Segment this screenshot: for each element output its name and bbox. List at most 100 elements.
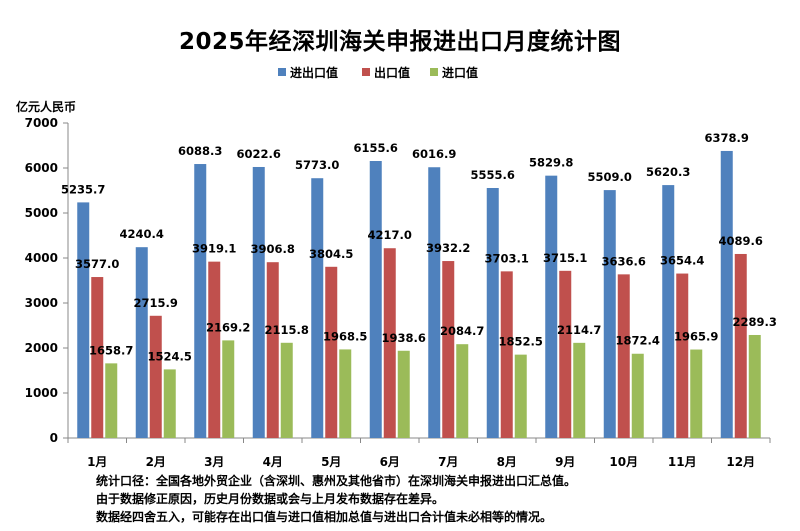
- data-label: 3703.1: [485, 251, 529, 265]
- footnote-line: 数据经四舍五入，可能存在出口值与进口值相加总值与进出口合计值未必相等的情况。: [96, 510, 553, 524]
- x-tick-label: 9月: [555, 455, 575, 469]
- bar: [631, 353, 644, 438]
- bar: [105, 363, 118, 438]
- bar: [617, 274, 630, 438]
- y-tick-label: 4000: [25, 251, 58, 265]
- data-label: 4217.0: [368, 228, 412, 242]
- bar: [325, 266, 338, 438]
- bar: [603, 190, 616, 438]
- bar: [77, 202, 90, 438]
- data-label: 3919.1: [192, 242, 236, 256]
- y-tick-label: 5000: [25, 206, 58, 220]
- bar: [149, 315, 162, 438]
- x-tick-label: 5月: [321, 455, 341, 469]
- bar: [339, 349, 352, 438]
- x-tick-label: 6月: [380, 455, 400, 469]
- data-label: 1938.6: [382, 331, 426, 345]
- bar: [194, 164, 207, 439]
- footnote-line: 由于数据修正原因，历史月份数据或会与上月发布数据存在差异。: [96, 492, 445, 506]
- x-tick-label: 8月: [497, 455, 517, 469]
- bar: [397, 350, 410, 438]
- x-tick-label: 2月: [146, 455, 166, 469]
- bar: [222, 340, 235, 438]
- footnote-line: 统计口径：全国各地外贸企业（含深圳、惠州及其他省市）在深圳海关申报进出口汇总值。: [96, 474, 577, 488]
- legend-label: 进出口值: [290, 65, 338, 80]
- y-tick-label: 2000: [25, 341, 58, 355]
- legend-label: 进口值: [442, 65, 478, 80]
- bar: [514, 354, 527, 438]
- data-label: 1968.5: [323, 329, 367, 343]
- bar: [442, 261, 455, 438]
- data-label: 1965.9: [674, 330, 718, 344]
- data-label: 6022.6: [237, 147, 281, 161]
- data-label: 5773.0: [295, 158, 339, 172]
- bar: [252, 166, 265, 438]
- data-label: 5829.8: [529, 156, 573, 170]
- bar: [383, 248, 396, 438]
- data-label: 4089.6: [719, 234, 763, 248]
- bar: [690, 349, 703, 438]
- bar: [486, 187, 499, 438]
- data-label: 3654.4: [660, 254, 704, 268]
- legend-swatch: [430, 68, 438, 76]
- data-label: 3636.6: [602, 254, 646, 268]
- bar: [428, 167, 441, 438]
- data-label: 5555.6: [471, 168, 515, 182]
- bar: [662, 185, 675, 438]
- bar: [500, 271, 513, 438]
- y-tick-label: 3000: [25, 296, 58, 310]
- bar: [573, 342, 586, 438]
- footnotes: 统计口径：全国各地外贸企业（含深圳、惠州及其他省市）在深圳海关申报进出口汇总值。…: [96, 472, 576, 526]
- bars: [77, 150, 761, 439]
- legend-label: 出口值: [374, 65, 410, 80]
- data-label: 2289.3: [733, 315, 777, 329]
- y-tick-label: 1000: [25, 386, 58, 400]
- data-label: 4240.4: [120, 227, 164, 241]
- data-label: 1524.5: [148, 349, 192, 363]
- data-label: 6155.6: [354, 141, 398, 155]
- data-label: 6016.9: [412, 147, 456, 161]
- legend-swatch: [362, 68, 370, 76]
- x-tick-label: 3月: [204, 455, 224, 469]
- x-tick-label: 7月: [438, 455, 458, 469]
- data-label: 2715.9: [134, 296, 178, 310]
- y-tick-label: 6000: [25, 161, 58, 175]
- chart-title: 2025年经深圳海关申报进出口月度统计图: [178, 29, 621, 55]
- bar: [311, 178, 324, 438]
- bar: [545, 175, 558, 438]
- data-label: 3715.1: [543, 251, 587, 265]
- data-label: 6088.3: [178, 144, 222, 158]
- bar: [720, 150, 733, 438]
- bar: [91, 277, 104, 438]
- axes: 0 1000 2000 3000 4000 5000 6000 7000 1月 2月 3月 4月 5月 6…: [25, 116, 771, 469]
- data-label: 2115.8: [265, 323, 309, 337]
- y-axis-unit-label: 亿元人民币: [16, 100, 77, 114]
- data-label: 5235.7: [61, 182, 105, 196]
- x-tick-label: 12月: [726, 455, 755, 469]
- data-label: 2169.2: [206, 320, 250, 334]
- bar: [369, 160, 382, 439]
- y-tick-label: 7000: [25, 116, 58, 130]
- data-label: 5620.3: [646, 165, 690, 179]
- data-label: 1872.4: [616, 334, 660, 348]
- bar: [208, 261, 221, 438]
- bar: [734, 253, 747, 438]
- data-label: 2114.7: [557, 323, 601, 337]
- x-tick-label: 1月: [87, 455, 107, 469]
- data-label: 3804.5: [309, 247, 353, 261]
- data-label: 1852.5: [499, 335, 543, 349]
- legend: 进出口值 出口值 进口值: [278, 65, 478, 80]
- data-label: 5509.0: [588, 170, 632, 184]
- y-tick-label: 0: [50, 431, 58, 445]
- bar: [280, 342, 293, 438]
- bar: [135, 247, 148, 438]
- data-label: 3906.8: [251, 242, 295, 256]
- bar: [748, 334, 761, 438]
- bar: [266, 262, 279, 438]
- legend-swatch: [278, 68, 286, 76]
- data-label: 1658.7: [89, 343, 133, 357]
- data-labels: 5235.7 4240.4 6088.3 6022.6 5773.0 6155.6 6016…: [61, 131, 777, 363]
- data-label: 3932.2: [426, 241, 470, 255]
- x-tick-label: 4月: [263, 455, 283, 469]
